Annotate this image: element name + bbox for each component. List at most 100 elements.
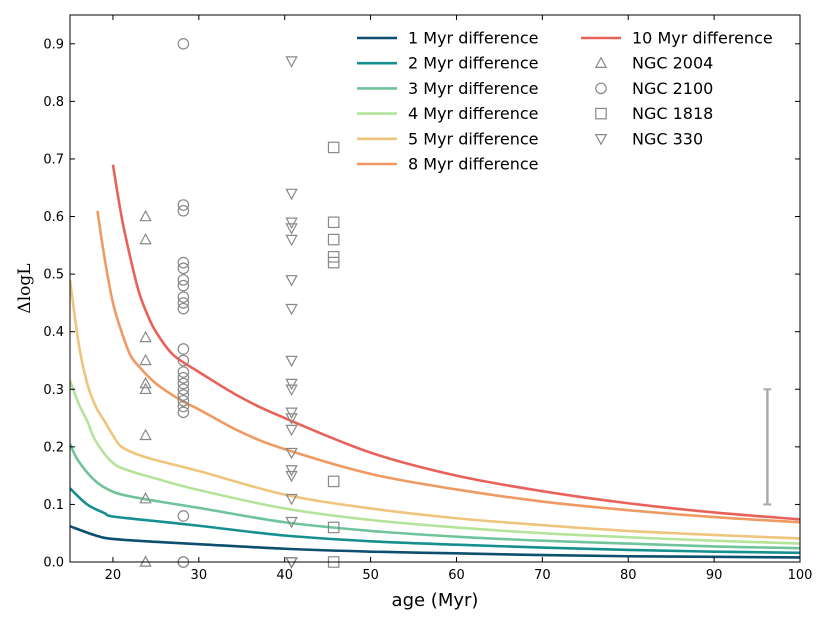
y-tick-label: 0.6 [43,210,64,225]
data-point-ngc-330 [285,465,298,477]
legend-label-8-myr-difference: 8 Myr difference [408,155,539,174]
data-point-ngc-1818 [327,233,340,246]
x-tick-label: 40 [276,568,293,583]
legend-marker-ngc-2004 [594,56,608,68]
data-point-ngc-2004 [139,491,152,504]
data-point-ngc-2004 [139,428,152,441]
data-point-ngc-2100 [177,302,190,315]
series-line-10-myr-difference [111,164,800,521]
legend-marker-ngc-1818 [595,107,607,120]
y-tick-label: 0.8 [43,95,64,110]
data-point-ngc-330 [285,413,298,425]
y-tick-label: 0.3 [43,383,64,398]
x-tick-label: 100 [788,568,813,583]
data-point-ngc-330 [285,516,298,529]
data-point-ngc-2004 [139,353,152,366]
data-point-ngc-1818 [327,256,340,269]
data-point-ngc-330 [285,355,298,368]
legend-label-1-myr-difference: 1 Myr difference [408,29,539,48]
data-point-ngc-1818 [327,475,340,488]
data-point-ngc-2100 [177,510,190,522]
data-point-ngc-2004 [139,209,152,222]
data-point-ngc-330 [285,384,298,396]
data-point-ngc-2100 [177,199,190,211]
data-point-ngc-2100 [177,371,190,384]
data-point-ngc-330 [285,56,298,68]
data-point-ngc-2004 [139,555,152,567]
series-line-5-myr-difference [70,279,800,540]
y-tick-label: 0.5 [43,268,64,283]
data-point-ngc-2100 [177,256,190,269]
axis-ticks: 20 30 40 50 60 70 80 90 100 0.0 0.1 0.2 0.3 0.4 0.5 0.6… [43,15,812,583]
data-point-ngc-2100 [177,274,190,286]
data-point-ngc-1818 [327,141,340,154]
data-point-ngc-2100 [177,366,190,378]
data-point-ngc-1818 [327,216,340,229]
data-point-ngc-2100 [177,343,190,355]
scatter-series-group [139,37,340,569]
data-point-ngc-2100 [177,377,190,390]
legend-marker-ngc-2100 [595,82,607,95]
data-point-ngc-2004 [139,382,152,395]
data-point-ngc-2004 [139,376,152,389]
data-point-ngc-2100 [177,400,190,413]
x-tick-label: 90 [706,568,723,583]
x-tick-label: 60 [448,568,465,583]
y-tick-label: 0.1 [43,498,64,513]
data-point-ngc-330 [285,234,298,247]
x-tick-label: 50 [362,568,379,583]
data-point-ngc-2100 [177,389,190,401]
legend: 1 Myr difference 2 Myr difference 3 Myr di… [357,29,773,174]
data-point-ngc-330 [285,188,298,201]
series-line-1-myr-difference [70,525,800,559]
data-point-ngc-2004 [139,232,152,245]
data-point-ngc-330 [285,470,298,483]
legend-label-3-myr-difference: 3 Myr difference [408,79,539,98]
data-point-ngc-1818 [327,521,340,534]
legend-label-ngc-2004: NGC 2004 [632,54,713,73]
legend-label-10-myr-difference: 10 Myr difference [632,29,773,48]
data-point-ngc-2100 [177,354,190,367]
legend-label-ngc-2100: NGC 2100 [632,79,713,98]
y-tick-label: 0.7 [43,152,64,167]
data-point-ngc-2100 [177,297,190,309]
data-point-ngc-2100 [177,279,190,292]
data-point-ngc-330 [285,217,298,230]
data-point-ngc-330 [285,557,298,569]
data-point-ngc-330 [285,303,298,316]
y-tick-label: 0.4 [43,325,64,340]
y-tick-label: 0.9 [43,37,64,52]
data-point-ngc-2100 [177,383,190,396]
legend-label-ngc-330: NGC 330 [632,129,703,148]
error-bar-group [763,388,772,506]
x-tick-label: 70 [534,568,551,583]
series-line-8-myr-difference [96,210,800,524]
data-point-ngc-2100 [177,394,190,407]
series-line-3-myr-difference [70,443,800,550]
data-point-ngc-330 [285,557,298,569]
data-point-ngc-2100 [177,406,190,419]
line-series-group [70,164,800,559]
data-point-ngc-2100 [177,204,190,217]
data-point-ngc-330 [285,275,298,287]
x-tick-label: 80 [620,568,637,583]
legend-marker-ngc-330 [594,134,608,146]
plot-frame [69,14,801,563]
legend-label-2-myr-difference: 2 Myr difference [408,54,539,73]
data-point-ngc-330 [285,557,298,569]
data-point-ngc-330 [285,378,298,391]
data-point-ngc-330 [285,223,298,235]
series-line-4-myr-difference [70,380,800,545]
data-point-ngc-330 [285,493,298,506]
data-point-ngc-2100 [177,262,190,275]
legend-label-ngc-1818: NGC 1818 [632,104,713,123]
data-point-ngc-2100 [177,291,190,303]
data-point-ngc-330 [285,407,298,420]
series-line-2-myr-difference [70,487,800,555]
data-point-ngc-330 [285,424,298,437]
x-axis-title: age (Myr) [392,590,479,611]
data-point-ngc-330 [285,447,298,460]
x-tick-label: 20 [105,568,122,583]
y-tick-label: 0.0 [43,556,64,571]
